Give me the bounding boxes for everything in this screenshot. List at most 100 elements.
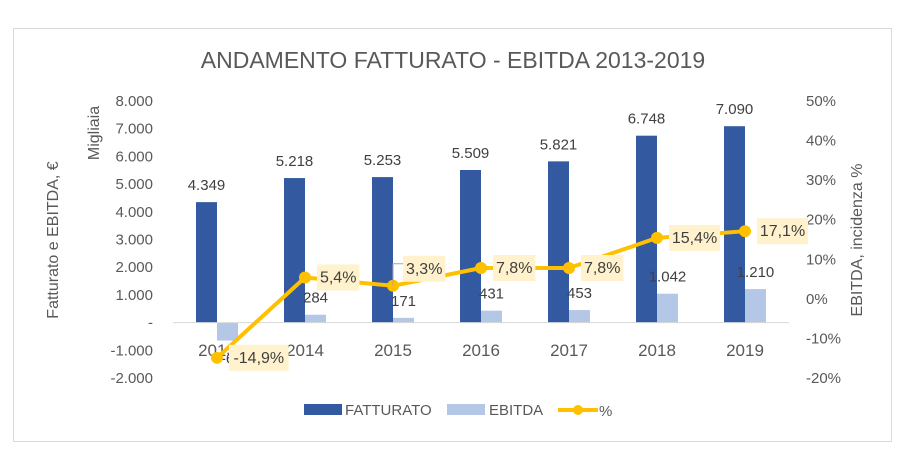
- data-label-fatturato-2013: 4.349: [188, 177, 226, 194]
- y-left-tick-labels: 8.000 7.000 6.000 5.000 4.000 3.000 2.000 1.000…: [110, 93, 153, 387]
- y-left-units-label: Migliaia: [86, 106, 103, 160]
- data-label-ebitda-2014: 284: [303, 290, 328, 307]
- data-label-ebitda-2017: 453: [567, 285, 592, 302]
- legend-item-fatturato[interactable]: FATTURATO: [304, 402, 432, 419]
- bar-fatturato-2016[interactable]: [460, 170, 481, 323]
- percent-label-2015: 3,3%: [392, 255, 446, 286]
- legend-item-percent[interactable]: %: [558, 403, 612, 420]
- legend-label-fatturato: FATTURATO: [345, 402, 432, 419]
- data-label-fatturato-2019: 7.090: [716, 101, 754, 118]
- bar-fatturato-2013[interactable]: [196, 202, 217, 323]
- bar-fatturato-2014[interactable]: [284, 178, 305, 323]
- y-right-tick-label: 50%: [806, 93, 836, 110]
- bar-ebitda-2013[interactable]: [217, 322, 238, 341]
- percent-label-text: -14,9%: [233, 350, 284, 367]
- y-left-tick-label: 8.000: [115, 93, 153, 110]
- bar-ebitda-2015[interactable]: [393, 317, 414, 323]
- y-right-axis-title: EBITDA, incidenza %: [849, 164, 866, 317]
- bar-ebitda-2017[interactable]: [569, 310, 590, 323]
- percent-label-box: [493, 254, 536, 281]
- y-left-tick-label: -1.000: [110, 342, 153, 359]
- x-tick-label-2017: 2017: [550, 341, 588, 360]
- bar-ebitda-2019[interactable]: [745, 289, 766, 323]
- legend-label-ebitda: EBITDA: [489, 402, 543, 419]
- y-right-tick-labels: 50% 40% 30% 20% 10% 0% -10% -20%: [806, 93, 841, 387]
- percent-label-2017: 7,8%: [581, 254, 624, 281]
- chart-title: ANDAMENTO FATTURATO - EBITDA 2013-2019: [201, 47, 705, 73]
- bar-fatturato-2015[interactable]: [372, 177, 393, 323]
- y-right-tick-label: -10%: [806, 330, 841, 347]
- data-label-fatturato-2014: 5.218: [276, 153, 314, 170]
- data-label-ebitda-2016: 431: [479, 286, 504, 303]
- y-left-tick-label: 7.000: [115, 121, 153, 138]
- y-left-tick-label: 4.000: [115, 204, 153, 221]
- x-tick-label-2013: 2013: [198, 341, 236, 360]
- y-right-tick-label: 0%: [806, 291, 828, 308]
- percent-label-2013: -14,9%: [229, 344, 289, 371]
- percent-label-box: [229, 344, 289, 371]
- percent-label-box: [669, 224, 720, 251]
- y-left-tick-label: -2.000: [110, 370, 153, 387]
- data-label-ebitda-2018: 1.042: [649, 269, 687, 286]
- y-right-tick-label: 20%: [806, 212, 836, 229]
- percent-label-box: [757, 218, 808, 245]
- percent-label-text: 3,3%: [406, 261, 442, 278]
- y-left-axis-title: Fatturato e EBITDA, €: [45, 161, 62, 319]
- data-label-fatturato-2015: 5.253: [364, 152, 402, 169]
- legend-swatch-percent-marker: [573, 405, 583, 415]
- percent-label-text: 15,4%: [672, 230, 717, 247]
- percent-label-text: 5,4%: [320, 269, 356, 286]
- y-right-tick-label: 10%: [806, 251, 836, 268]
- percent-label-2014: 5,4%: [317, 264, 360, 291]
- y-left-tick-label: 1.000: [115, 287, 153, 304]
- x-tick-label-2014: 2014: [286, 341, 324, 360]
- x-tick-label-2016: 2016: [462, 341, 500, 360]
- legend-swatch-ebitda: [447, 404, 485, 415]
- bar-fatturato-2019[interactable]: [724, 126, 745, 323]
- y-right-tick-label: 40%: [806, 133, 836, 150]
- leader-line: [392, 263, 403, 286]
- percent-label-text: 7,8%: [496, 260, 532, 277]
- bar-ebitda-2018[interactable]: [657, 293, 678, 323]
- percent-marker-2018[interactable]: [651, 231, 663, 244]
- y-right-tick-label: 30%: [806, 172, 836, 189]
- y-left-tick-label: 3.000: [115, 232, 153, 249]
- percent-marker-2019[interactable]: [739, 225, 751, 238]
- y-left-tick-label: 6.000: [115, 148, 153, 165]
- percent-label-box: [403, 255, 446, 282]
- x-tick-label-2019: 2019: [726, 341, 764, 360]
- x-tick-label-2018: 2018: [638, 341, 676, 360]
- bar-ebitda-2016[interactable]: [481, 310, 502, 323]
- legend: FATTURATO EBITDA %: [304, 402, 612, 420]
- data-label-ebitda-2015: 171: [391, 293, 416, 310]
- y-left-tick-label: -: [148, 315, 153, 332]
- percent-marker-2013[interactable]: [211, 351, 223, 364]
- legend-item-ebitda[interactable]: EBITDA: [447, 402, 543, 419]
- y-left-tick-label: 2.000: [115, 259, 153, 276]
- legend-swatch-fatturato: [304, 404, 342, 415]
- percent-label-2016: 7,8%: [493, 254, 536, 281]
- percent-label-text: 17,1%: [760, 223, 805, 240]
- data-label-fatturato-2016: 5.509: [452, 145, 490, 162]
- data-label-fatturato-2018: 6.748: [628, 111, 666, 128]
- percent-label-box: [581, 254, 624, 281]
- bar-fatturato-2017[interactable]: [548, 161, 569, 323]
- percent-data-labels: -14,9% 5,4% 3,3% 7,8% 7,8% 15,4% 17,1%: [229, 218, 808, 371]
- data-label-ebitda-2019: 1.210: [737, 264, 775, 281]
- percent-label-2019: 17,1%: [757, 218, 808, 245]
- percent-label-2018: 15,4%: [669, 224, 720, 251]
- percent-marker-2014[interactable]: [299, 271, 311, 284]
- bar-ebitda-2014[interactable]: [305, 314, 326, 323]
- data-label-fatturato-2017: 5.821: [540, 136, 578, 153]
- percent-label-text: 7,8%: [584, 260, 620, 277]
- percent-marker-2017[interactable]: [563, 261, 575, 274]
- percent-label-box: [317, 264, 360, 291]
- percent-marker-2016[interactable]: [475, 261, 487, 274]
- legend-label-percent: %: [599, 403, 612, 420]
- bar-fatturato-2018[interactable]: [636, 135, 657, 323]
- y-left-tick-label: 5.000: [115, 176, 153, 193]
- x-tick-label-2015: 2015: [374, 341, 412, 360]
- y-right-tick-label: -20%: [806, 370, 841, 387]
- x-axis-tick-labels: 2013 2014 2015 2016 2017 2018 2019: [198, 341, 764, 360]
